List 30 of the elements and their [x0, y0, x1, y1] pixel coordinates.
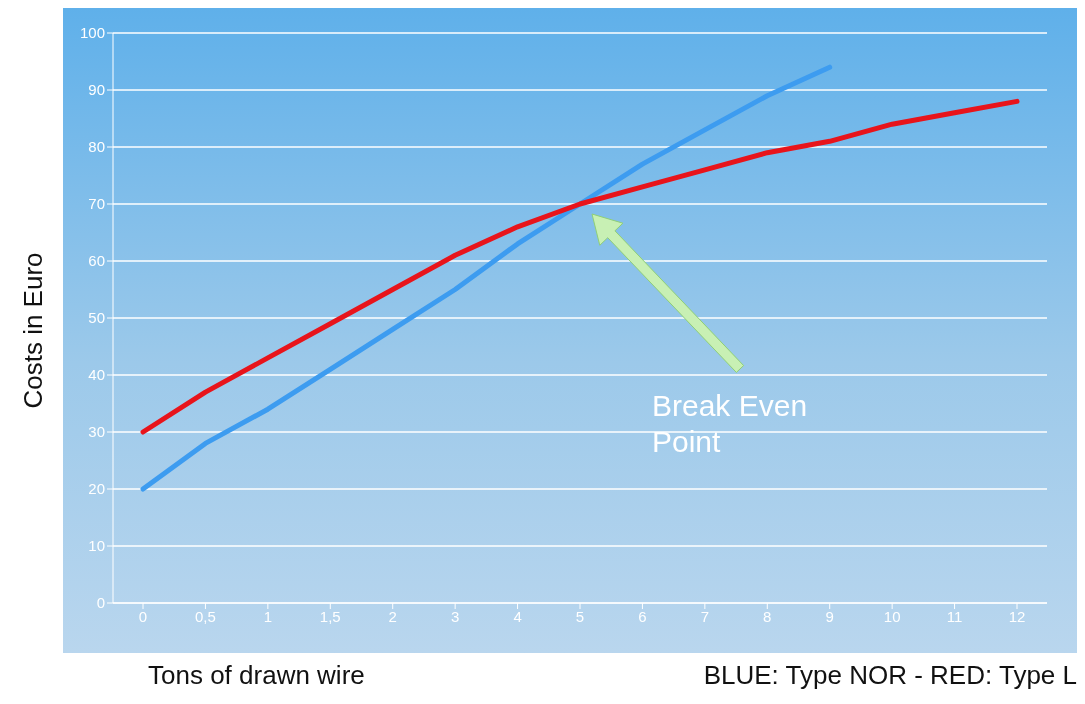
y-tick-label: 20	[88, 480, 105, 498]
y-tick-label: 60	[88, 252, 105, 270]
x-tick-label: 3	[450, 607, 460, 625]
y-tick-label: 30	[88, 423, 105, 441]
x-tick-label: 7	[700, 607, 710, 625]
annotation: Break Even Point	[652, 389, 808, 458]
x-tick-label: 0,5	[195, 607, 216, 625]
x-tick-label: 5	[575, 607, 585, 625]
y-axis-title: Costs in Euro	[17, 252, 49, 409]
y-tick-label: 100	[79, 24, 105, 42]
x-tick-label: 1,5	[319, 607, 341, 625]
y-tick-label: 50	[88, 309, 105, 327]
y-tick-label: 90	[88, 81, 105, 99]
x-tick-label: 12	[1008, 607, 1026, 625]
y-tick-label: 80	[88, 138, 105, 156]
x-tick-label: 2	[388, 607, 397, 625]
y-tick-label: 10	[88, 537, 105, 555]
x-tick-label: 6	[638, 607, 647, 625]
x-tick-label: 9	[825, 607, 834, 625]
x-tick-label: 11	[946, 607, 963, 625]
y-tick-label: 0	[96, 594, 105, 612]
x-axis-title: Tons of drawn wire	[148, 660, 365, 691]
y-tick-label: 70	[88, 195, 105, 213]
x-tick-label: 4	[513, 607, 522, 625]
y-tick-label: 40	[88, 366, 105, 384]
x-tick-label: 10	[883, 607, 901, 625]
x-tick-label: 1	[263, 607, 273, 625]
text: BLUE: Type NOR - RED: Type L	[703, 660, 1077, 691]
x-tick-label: 0	[138, 607, 148, 625]
x-tick-label: 8	[763, 607, 772, 625]
